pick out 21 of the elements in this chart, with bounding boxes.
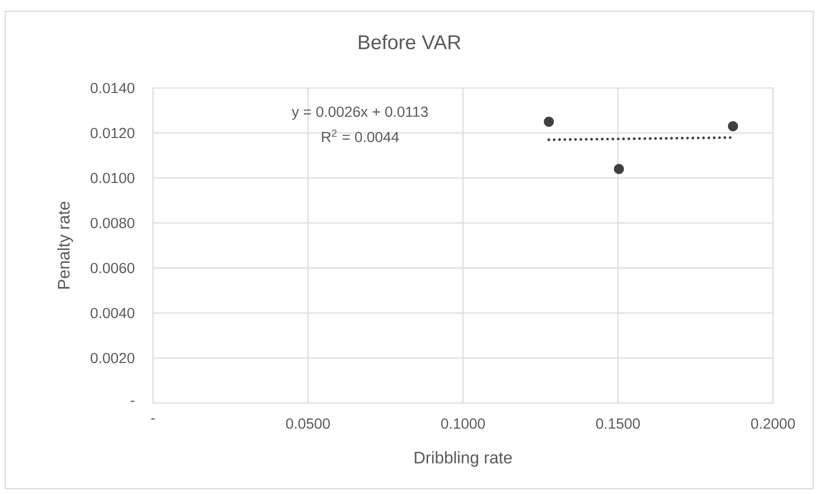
y-tick-label: 0.0140	[90, 82, 134, 94]
y-tick-label: 0.0060	[90, 262, 134, 274]
chart-title: Before VAR	[358, 34, 460, 50]
y-axis-title: Penalty rate	[57, 202, 73, 289]
annotation: R$^{2}$ = 0.0044	[322, 130, 399, 142]
y-tick-label: 0.0040	[90, 308, 134, 318]
y-tick-label: 0.0020	[90, 352, 134, 364]
point	[614, 164, 624, 174]
x-tick-label: 0.1000	[441, 418, 485, 429]
x-tick-label: 0.0500	[286, 418, 330, 429]
y-tick-label: -	[130, 400, 134, 402]
x-tick-label: 0.1500	[596, 418, 640, 429]
y-tick-label: 0.0100	[90, 172, 134, 184]
point	[544, 116, 554, 127]
y-tick-label: 0.0120	[90, 128, 134, 138]
point	[728, 121, 738, 132]
x-tick-label: -	[151, 418, 155, 420]
x-tick-label: 0.2000	[751, 418, 795, 429]
annotation: y = 0.0026x + 0.0113	[292, 106, 428, 120]
x-axis-title: Dribbling rate	[414, 451, 512, 467]
y-tick-label: 0.0080	[90, 218, 134, 228]
